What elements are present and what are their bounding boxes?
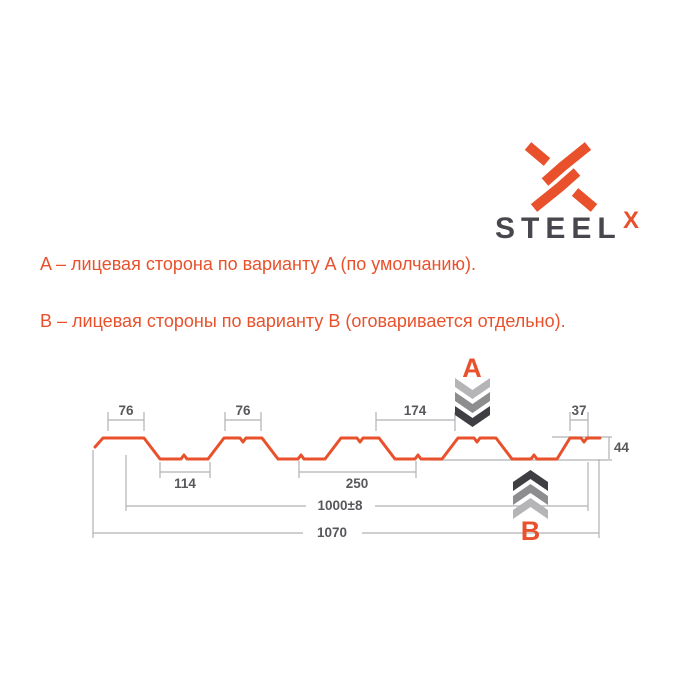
dim-edge-flat-label: 37 bbox=[571, 403, 586, 418]
dim-height-label: 44 bbox=[614, 440, 630, 455]
dim-valley-width: 114 bbox=[159, 462, 211, 491]
steelx-logo-icon bbox=[524, 142, 598, 212]
chevron-down-dark bbox=[455, 406, 490, 427]
logo-icon-bottom-left-hook bbox=[530, 168, 581, 212]
chevron-down-light bbox=[455, 378, 490, 399]
chevron-up-icon bbox=[513, 470, 548, 519]
dim-working-width-label: 1000±8 bbox=[318, 498, 363, 513]
side-a-label: A bbox=[462, 353, 482, 383]
note-variant-b: B – лицевая стороны по варианту B (огова… bbox=[40, 311, 566, 331]
note-variant-a: A – лицевая сторона по варианту A (по ум… bbox=[40, 254, 476, 274]
dimension-lines: 76 76 174 37 114 bbox=[92, 403, 630, 540]
dim-valley-width-label: 114 bbox=[174, 476, 196, 491]
dim-overall-width: 1070 bbox=[92, 450, 600, 540]
dim-overall-width-label: 1070 bbox=[317, 525, 347, 540]
chevron-up-dark bbox=[513, 470, 548, 491]
logo-x-mark: X bbox=[623, 207, 639, 234]
chevron-down-mid bbox=[455, 392, 490, 413]
dim-rib-pitch-label: 250 bbox=[346, 476, 369, 491]
logo-icon-bottom-right-arm bbox=[571, 188, 598, 212]
side-b-marker: B bbox=[513, 470, 548, 546]
sheet-profile-outline bbox=[93, 436, 602, 461]
steelx-logo: STEEL X bbox=[495, 142, 639, 245]
dim-top-span: 174 bbox=[375, 403, 456, 431]
dim-edge-flat: 37 bbox=[569, 403, 589, 440]
dim-working-width: 1000±8 bbox=[125, 455, 589, 513]
logo-icon-top-left-arm bbox=[524, 142, 551, 166]
logo-brand-text: STEEL bbox=[495, 212, 622, 245]
dim-rib-pitch: 250 bbox=[298, 461, 417, 491]
dim-top-flat-1-label: 76 bbox=[118, 403, 134, 418]
dim-top-flat-1: 76 bbox=[107, 403, 145, 431]
chevron-down-icon bbox=[455, 378, 490, 427]
side-b-label: B bbox=[521, 516, 541, 546]
dim-height: 44 bbox=[430, 436, 630, 461]
logo-icon-top-right-hook bbox=[541, 142, 592, 186]
dim-top-span-label: 174 bbox=[404, 403, 427, 418]
chevron-up-mid bbox=[513, 484, 548, 505]
dim-top-flat-2: 76 bbox=[224, 403, 262, 431]
chevron-up-light bbox=[513, 498, 548, 519]
side-a-marker: A bbox=[455, 353, 490, 427]
dim-top-flat-2-label: 76 bbox=[235, 403, 251, 418]
